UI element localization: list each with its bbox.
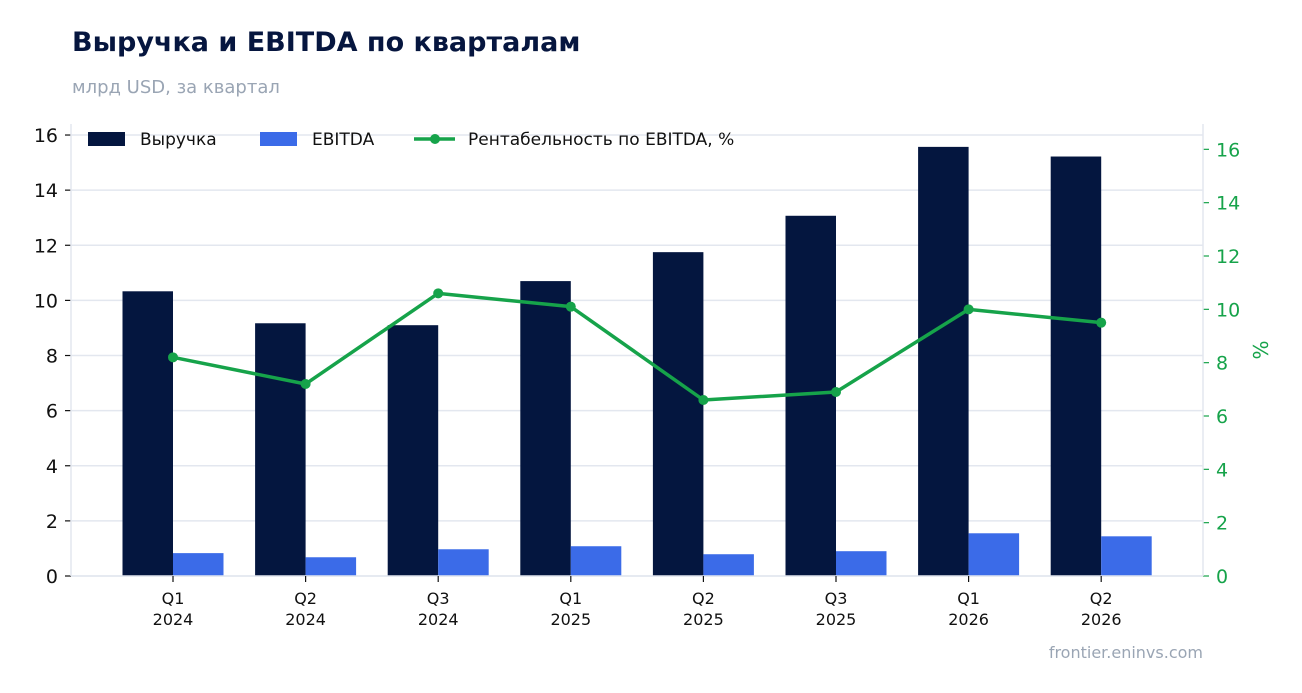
ebitda-bar [703,554,754,576]
legend-label-margin: Рентабельность по EBITDA, % [468,130,734,150]
axes-group: 0 2 4 6 8 10 12 14 16 0 2 4 6 8 10 12 14 16 Q1 2024 Q2 2024 Q3… [34,124,1273,629]
margin-line [172,291,1102,402]
ebitda-bar [173,553,224,576]
x-tick-label-quarter: Q1 [957,589,980,608]
margin-point [300,379,311,389]
right-tick-label: 2 [1216,513,1228,535]
ebitda-bar [438,549,489,576]
margin-point [168,352,178,363]
gridlines [71,134,1203,577]
margin-point [433,288,444,299]
x-tick-label-quarter: Q1 [162,589,185,608]
margin-point [963,304,974,315]
left-tick-label: 12 [34,235,58,257]
legend-label-revenue: Выручка [140,130,217,150]
x-tick-label-quarter: Q3 [825,589,848,608]
right-tick-label: 0 [1216,566,1228,588]
revenue-bar [255,323,306,576]
x-tick-label-year: 2025 [816,610,857,629]
x-tick-label-quarter: Q1 [559,589,582,608]
x-tick-label-year: 2024 [418,610,459,629]
right-tick-label: 8 [1216,353,1228,375]
left-tick-label: 16 [34,125,58,147]
right-axis-label: % [1249,340,1273,359]
revenue-bar [520,281,571,576]
x-tick-label-year: 2026 [1081,610,1122,629]
chart-title: Выручка и EBITDA по кварталам [72,27,581,58]
left-tick-label: 14 [34,180,58,202]
right-tick-label: 16 [1216,139,1240,161]
x-tick-label-quarter: Q2 [1090,589,1113,608]
x-tick-label-year: 2025 [683,610,724,629]
revenue-bar [918,146,969,576]
ebitda-bar [836,551,887,576]
margin-point [1096,317,1107,328]
right-tick-label: 12 [1216,246,1240,268]
left-tick-label: 6 [46,401,58,423]
left-tick-label: 8 [46,346,58,368]
revenue-bar [122,291,173,576]
revenue-bar [652,252,704,576]
x-tick-label-quarter: Q2 [294,589,317,608]
x-tick-label-year: 2024 [285,610,326,629]
chart-subtitle: млрд USD, за квартал [72,77,280,98]
legend-label-ebitda: EBITDA [312,130,375,150]
margin-point [698,395,709,405]
ebitda-bar [1101,536,1152,576]
right-tick-label: 4 [1216,459,1228,481]
left-tick-label: 10 [34,290,58,312]
x-tick-label-year: 2025 [550,610,591,629]
x-tick-label-year: 2024 [153,610,194,629]
right-tick-label: 10 [1216,299,1240,321]
left-tick-label: 0 [46,566,58,588]
x-tick-label-quarter: Q3 [427,589,450,608]
x-tick-label-year: 2026 [948,610,989,629]
right-tick-label: 6 [1216,406,1228,428]
right-tick-label: 14 [1216,193,1240,215]
ebitda-bar [305,557,357,576]
ebitda-bar [968,533,1020,576]
legend-swatch-ebitda [260,132,297,146]
left-tick-label: 4 [46,456,58,478]
margin-point [831,387,841,397]
left-tick-label: 2 [46,511,58,533]
margin-line-group [168,288,1107,405]
legend-swatch-margin-marker [430,134,440,144]
margin-point [565,301,576,312]
source-watermark: frontier.eninvs.com [1048,643,1203,662]
x-tick-label-quarter: Q2 [692,589,715,608]
legend: Выручка EBITDA Рентабельность по EBITDA, % [88,130,734,150]
bars-group [122,146,1152,576]
legend-swatch-revenue [88,132,125,146]
revenue-bar [387,325,439,576]
ebitda-bar [570,546,622,576]
revenue-bar [1050,156,1102,576]
